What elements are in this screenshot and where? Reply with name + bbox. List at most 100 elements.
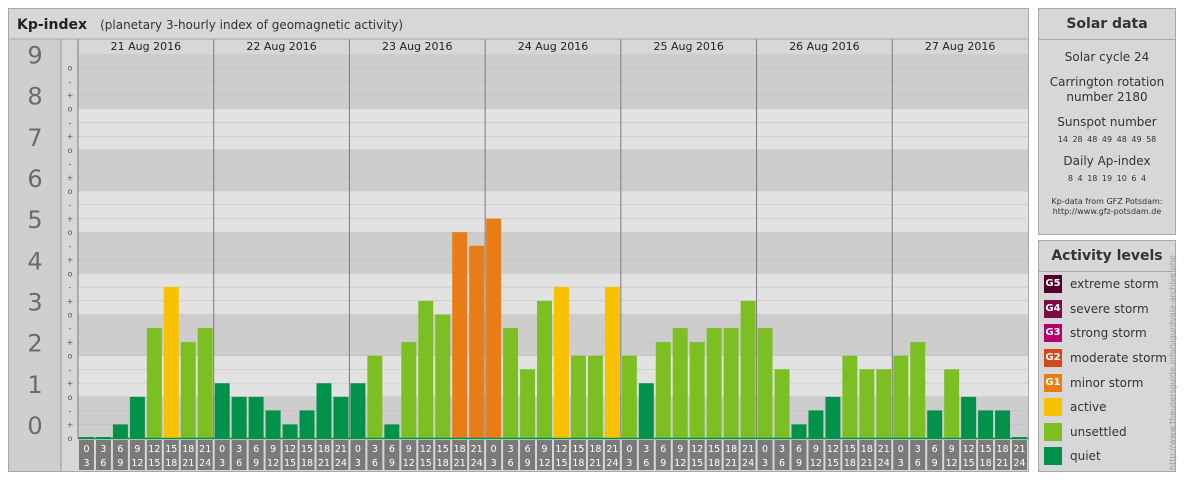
legend-item-extreme-storm: G5 extreme storm [1039, 272, 1175, 297]
time-slot-end: 18 [301, 458, 313, 469]
time-slot-box [299, 440, 315, 470]
time-slot-end: 21 [861, 458, 873, 469]
y-tick-label: 1 [27, 371, 42, 399]
time-slot-start: 9 [949, 444, 955, 455]
kp-bar [570, 355, 586, 438]
time-slot-start: 12 [555, 444, 567, 455]
day-label: 24 Aug 2016 [518, 40, 588, 53]
activity-legend: G5 extreme storm G4 severe storm G3 strong st… [1039, 272, 1175, 469]
kp-level-band [78, 108, 1028, 150]
legend-label: active [1070, 400, 1107, 415]
y-minor-tick-label: - [69, 201, 72, 210]
y-minor-tick-label: o [68, 311, 73, 320]
kp-bar [231, 396, 247, 438]
kp-label-column [9, 39, 61, 471]
kp-bar [79, 437, 94, 438]
time-slot-end: 9 [796, 458, 802, 469]
time-slot-box [79, 440, 94, 470]
time-slot-end: 6 [508, 458, 514, 469]
time-slot-box [248, 440, 264, 470]
time-slot-start: 18 [589, 444, 601, 455]
y-minor-tick-label: - [69, 118, 72, 127]
time-slot-start: 12 [284, 444, 296, 455]
time-slot-end: 6 [372, 458, 378, 469]
time-slot-box [706, 440, 722, 470]
data-source-note: Kp-data from GFZ Potsdam: http://www.gfz… [1039, 197, 1175, 217]
kp-bar [672, 328, 688, 438]
kp-bar [265, 410, 281, 438]
kp-chart-panel: Kp-index (planetary 3-hourly index of ge… [8, 8, 1029, 472]
kp-bar [995, 410, 1011, 438]
legend-label: extreme storm [1070, 277, 1159, 292]
time-slot-box [401, 440, 417, 470]
time-slot-start: 21 [471, 444, 483, 455]
data-source-link[interactable]: http://www.gfz-potsdam.de [1052, 207, 1162, 216]
time-slot-box [655, 440, 671, 470]
day-label: 23 Aug 2016 [382, 40, 452, 53]
activity-levels-heading: Activity levels [1039, 241, 1175, 272]
time-slot-start: 0 [355, 444, 361, 455]
time-slot-box [316, 440, 332, 470]
kp-bar [180, 342, 196, 438]
time-slot-start: 15 [572, 444, 584, 455]
kp-bar [503, 328, 519, 438]
time-slot-start: 9 [677, 444, 683, 455]
time-slot-start: 0 [762, 444, 768, 455]
time-slot-box [180, 440, 196, 470]
solar-data-panel: Solar data Solar cycle 24 Carrington rot… [1038, 8, 1176, 235]
kp-chart: 0123456789o+-o+-o+-o+-o+-o+-o+-o+-o+-o21… [9, 38, 1028, 471]
legend-swatch: G1 [1044, 373, 1062, 392]
time-slot-box [214, 440, 230, 470]
time-slot-start: 0 [491, 444, 497, 455]
y-minor-tick-label: + [67, 214, 74, 223]
time-slot-box [197, 440, 213, 470]
kp-bar [842, 355, 858, 438]
activity-levels-panel: Activity levels G5 extreme storm G4 severe … [1038, 240, 1176, 472]
time-slot-box [774, 440, 790, 470]
kp-bar [163, 286, 179, 438]
kp-bar [638, 383, 654, 438]
time-slot-start: 3 [779, 444, 785, 455]
y-tick-label: 0 [27, 412, 42, 440]
kp-bar [825, 396, 841, 438]
kp-bar [214, 383, 230, 438]
y-tick-label: 4 [27, 247, 42, 275]
legend-item-active: active [1039, 395, 1175, 420]
time-slot-start: 6 [796, 444, 802, 455]
legend-label: severe storm [1070, 301, 1149, 316]
legend-item-unsettled: unsettled [1039, 420, 1175, 445]
legend-item-moderate-storm: G2 moderate storm [1039, 346, 1175, 371]
time-slot-box [435, 440, 451, 470]
time-slot-box [621, 440, 637, 470]
kp-bar [655, 342, 671, 438]
time-slot-end: 3 [83, 458, 89, 469]
time-slot-box [231, 440, 247, 470]
kp-bar [1012, 437, 1027, 438]
time-slot-end: 18 [980, 458, 992, 469]
time-slot-end: 24 [335, 458, 347, 469]
time-slot-end: 6 [236, 458, 242, 469]
time-slot-end: 15 [827, 458, 839, 469]
kp-level-band [78, 232, 1028, 274]
time-slot-box [859, 440, 875, 470]
time-slot-box [265, 440, 281, 470]
time-slot-start: 15 [980, 444, 992, 455]
kp-bar [248, 396, 264, 438]
time-slot-start: 0 [83, 444, 89, 455]
time-slot-start: 15 [708, 444, 720, 455]
kp-bar [401, 342, 417, 438]
time-slot-end: 9 [932, 458, 938, 469]
y-minor-tick-label: + [67, 338, 74, 347]
time-slot-start: 9 [813, 444, 819, 455]
kp-bar [554, 286, 569, 438]
kp-bar [961, 396, 977, 438]
time-slot-end: 12 [131, 458, 143, 469]
day-label: 26 Aug 2016 [789, 40, 859, 53]
kp-bar [689, 342, 705, 438]
time-slot-end: 15 [555, 458, 567, 469]
kp-bar [520, 369, 536, 438]
y-minor-tick-label: - [69, 160, 72, 169]
kp-bar [299, 410, 315, 438]
time-slot-end: 12 [810, 458, 822, 469]
time-slot-end: 21 [589, 458, 601, 469]
